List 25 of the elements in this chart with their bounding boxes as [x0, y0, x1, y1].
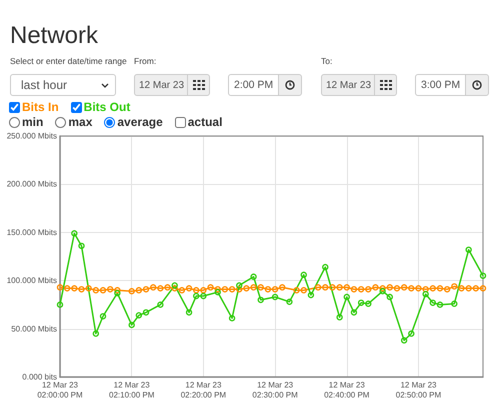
x-tick-label: 12 Mar 23 02:00:00 PM: [37, 380, 84, 400]
text: Bits Out: [84, 100, 130, 114]
range-select[interactable]: last hour: [10, 74, 116, 96]
x-tick-label: 12 Mar 23 02:50:00 PM: [396, 380, 442, 400]
text: Select or enter date/time range: [10, 56, 127, 66]
y-tick-label: 250.000 Mbits: [6, 132, 57, 140]
y-tick-label: 100.000 Mbits: [6, 276, 57, 286]
text: To:: [321, 56, 332, 66]
y-tick-label: 0.000 bits: [22, 372, 57, 382]
date-field[interactable]: 12 Mar 23: [134, 74, 188, 96]
x-tick-label: 12 Mar 23 02:30:00 PM: [252, 380, 298, 400]
text: max: [68, 115, 92, 129]
text: average: [117, 115, 163, 129]
text: Bits In: [22, 100, 59, 114]
x-tick-label: 12 Mar 23 02:10:00 PM: [109, 380, 155, 400]
date-field[interactable]: 12 Mar 23: [321, 74, 375, 96]
text: From:: [134, 56, 156, 66]
y-tick-label: 50.000 Mbits: [11, 324, 57, 334]
text: actual: [188, 115, 222, 129]
x-tick-label: 12 Mar 23 02:40:00 PM: [324, 380, 370, 400]
chart-title: Network: [10, 22, 98, 50]
y-tick-label: 200.000 Mbits: [6, 180, 57, 189]
y-tick-label: 150.000 Mbits: [6, 228, 57, 237]
text: min: [22, 115, 44, 129]
x-tick-label: 12 Mar 23 02:20:00 PM: [180, 380, 226, 400]
